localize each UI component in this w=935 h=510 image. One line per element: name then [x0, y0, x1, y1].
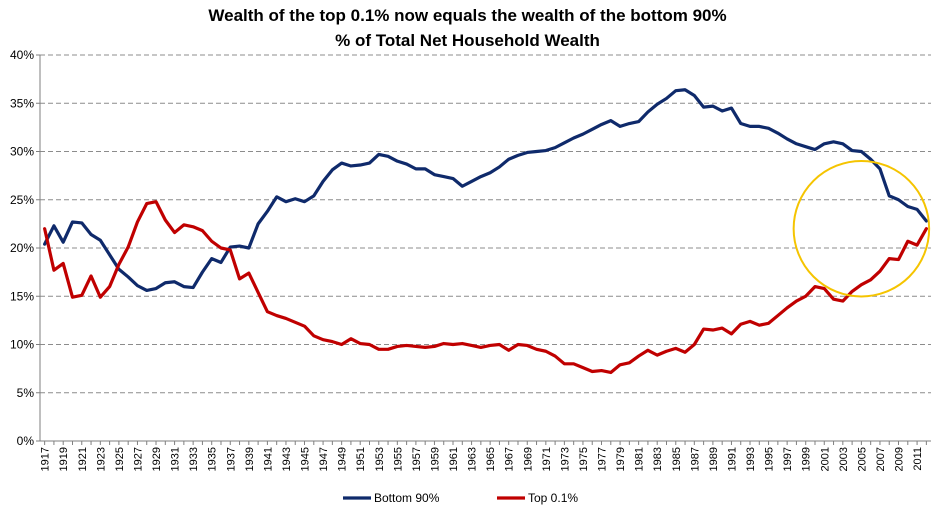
x-tick-label: 1923: [95, 447, 107, 471]
x-tick-label: 1973: [559, 447, 571, 471]
y-tick-label: 5%: [17, 386, 35, 400]
x-tick-label: 1933: [188, 447, 200, 471]
x-tick-label: 1965: [485, 447, 497, 471]
y-tick-label: 40%: [10, 48, 34, 62]
x-tick-label: 1929: [151, 447, 163, 471]
x-tick-label: 1955: [392, 447, 404, 471]
x-tick-label: 1989: [708, 447, 720, 471]
x-tick-label: 1987: [689, 447, 701, 471]
x-tick-label: 2011: [912, 447, 924, 471]
y-tick-label: 20%: [10, 241, 34, 255]
x-tick-label: 1943: [281, 447, 293, 471]
x-tick-label: 1939: [244, 447, 256, 471]
x-tick-label: 1941: [262, 447, 274, 471]
x-tick-label: 1995: [764, 447, 776, 471]
x-tick-label: 2009: [894, 447, 906, 471]
x-tick-label: 2007: [875, 447, 887, 471]
x-tick-label: 1951: [355, 447, 367, 471]
x-tick-label: 1917: [40, 447, 52, 471]
x-tick-label: 2003: [838, 447, 850, 471]
x-tick-label: 2005: [856, 447, 868, 471]
x-tick-label: 1949: [337, 447, 349, 471]
x-tick-label: 1963: [467, 447, 479, 471]
legend-label: Top 0.1%: [528, 491, 578, 505]
x-tick-label: 1981: [634, 447, 646, 471]
highlight-circle: [792, 159, 931, 298]
y-tick-label: 0%: [17, 434, 35, 448]
x-tick-label: 1937: [225, 447, 237, 471]
x-tick-label: 1925: [114, 447, 126, 471]
x-tick-label: 1971: [541, 447, 553, 471]
x-tick-label: 1977: [597, 447, 609, 471]
series-line-bottom-90: [43, 88, 928, 293]
x-tick-label: 1953: [374, 447, 386, 471]
x-tick-label: 1931: [170, 447, 182, 471]
x-tick-label: 1991: [726, 447, 738, 471]
y-tick-label: 15%: [10, 289, 34, 303]
x-tick-label: 1999: [801, 447, 813, 471]
x-tick-label: 1961: [448, 447, 460, 471]
x-tick-label: 1975: [578, 447, 590, 471]
legend-label: Bottom 90%: [374, 491, 440, 505]
x-tick-label: 1967: [504, 447, 516, 471]
x-tick-label: 1921: [77, 447, 89, 471]
x-tick-label: 1927: [132, 447, 144, 471]
series-line-top-0-1: [43, 200, 928, 375]
x-tick-label: 1969: [522, 447, 534, 471]
x-tick-label: 2001: [819, 447, 831, 471]
x-tick-label: 1945: [300, 447, 312, 471]
y-tick-label: 10%: [10, 338, 34, 352]
x-tick-label: 1947: [318, 447, 330, 471]
x-tick-label: 1959: [429, 447, 441, 471]
y-tick-label: 35%: [10, 96, 34, 110]
x-tick-label: 1935: [207, 447, 219, 471]
x-tick-label: 1993: [745, 447, 757, 471]
y-tick-label: 25%: [10, 193, 34, 207]
x-tick-label: 1985: [671, 447, 683, 471]
x-tick-label: 1983: [652, 447, 664, 471]
x-tick-label: 1957: [411, 447, 423, 471]
chart-subtitle: % of Total Net Household Wealth: [335, 31, 600, 50]
y-tick-label: 30%: [10, 145, 34, 159]
chart-title: Wealth of the top 0.1% now equals the we…: [208, 6, 727, 25]
x-tick-label: 1979: [615, 447, 627, 471]
x-tick-label: 1919: [58, 447, 70, 471]
x-tick-label: 1997: [782, 447, 794, 471]
